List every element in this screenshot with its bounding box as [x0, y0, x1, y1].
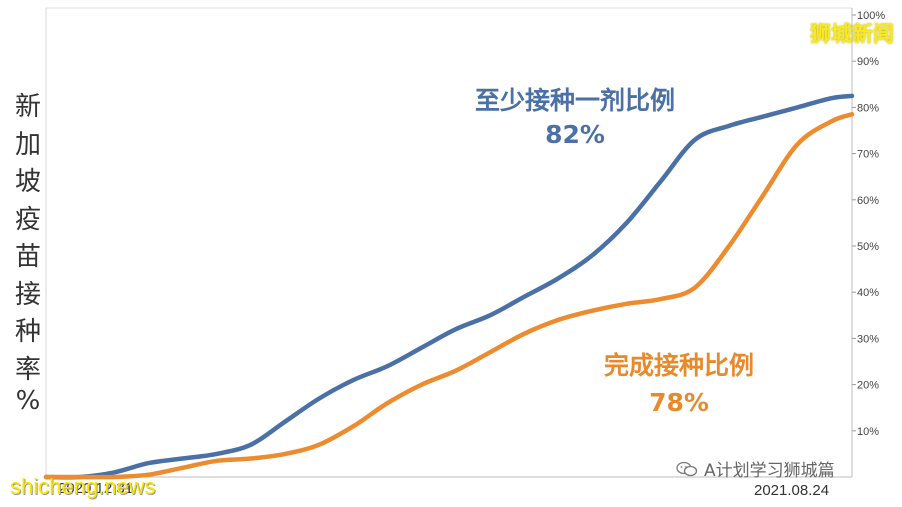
y-axis-label-char: 接 — [14, 279, 41, 310]
full-vaccination-line — [43, 112, 855, 480]
y-tick-label: 100% — [857, 10, 885, 22]
y-axis-label-char: % — [15, 386, 41, 416]
wechat-icon — [676, 461, 698, 476]
y-axis-label-char: 率 — [14, 354, 41, 385]
first-dose-line — [43, 93, 855, 480]
y-tick-label: 50% — [857, 241, 879, 253]
y-tick-label: 30% — [857, 333, 879, 345]
y-tick-label: 80% — [857, 102, 879, 114]
y-tick-label: 90% — [857, 56, 879, 68]
y-axis-label-char: 种 — [14, 317, 41, 347]
full-vaccination-label: 完成接种比例 — [603, 351, 754, 380]
full-vaccination-annotation: 完成接种比例 78% — [584, 347, 774, 421]
first-dose-label: 至少接种一剂比例 — [474, 86, 675, 115]
wechat-account-name: A计划学习狮城篇 — [704, 461, 835, 481]
first-dose-value: 82% — [545, 120, 605, 149]
site-watermark: shicheng.news — [10, 474, 156, 499]
x-end-date: 2021.08.24 — [754, 482, 830, 499]
y-tick-label: 20% — [857, 380, 879, 392]
y-tick-label: 70% — [857, 149, 879, 161]
y-axis-label-char: 加 — [14, 129, 41, 160]
y-tick-label: 60% — [857, 195, 879, 207]
wechat-account: A计划学习狮城篇 — [676, 456, 835, 481]
first-dose-annotation: 至少接种一剂比例 82% — [455, 84, 695, 152]
watermark: 狮城新闻 — [810, 22, 894, 46]
y-tick-label: 40% — [857, 287, 879, 299]
y-tick-label: 10% — [857, 426, 879, 438]
x-start-date: 2020.12.31 — [58, 480, 134, 497]
y-axis-label-char: 新 — [14, 92, 41, 122]
y-axis-label-char: 苗 — [14, 242, 41, 272]
y-axis-label-char: 坡 — [14, 167, 41, 197]
full-vaccination-value: 78% — [649, 388, 709, 417]
y-axis-label-char: 疫 — [14, 204, 41, 235]
